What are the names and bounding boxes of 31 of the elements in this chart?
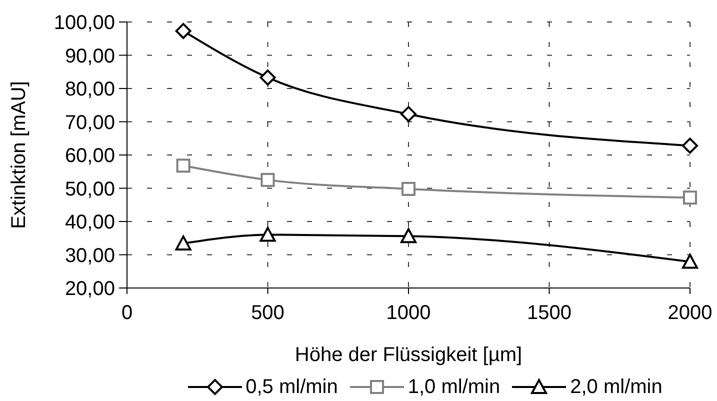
y-tick-label: 70,00 — [64, 112, 115, 134]
legend-label: 1,0 ml/min — [408, 375, 500, 399]
y-axis-title: Extinktion [mAU] — [8, 81, 30, 229]
legend-label: 0,5 ml/min — [246, 375, 338, 399]
x-tick-label: 2000 — [668, 302, 712, 324]
y-tick-label: 100,00 — [54, 12, 115, 34]
x-axis-title: Höhe der Flüssigkeit [µm] — [294, 344, 522, 366]
point — [176, 158, 190, 173]
y-tick-label: 20,00 — [64, 278, 115, 300]
point — [260, 226, 276, 242]
point — [175, 22, 192, 39]
x-tick-label: 500 — [251, 302, 284, 324]
x-tick-label: 0 — [121, 302, 133, 324]
point — [402, 182, 416, 196]
point — [683, 190, 697, 205]
point — [260, 70, 276, 86]
point — [175, 235, 192, 250]
point — [260, 172, 275, 187]
point — [682, 138, 698, 154]
point — [682, 254, 698, 269]
y-tick-label: 50,00 — [64, 178, 115, 200]
point — [400, 228, 416, 244]
y-tick-label: 90,00 — [64, 45, 115, 68]
y-tick-label: 60,00 — [64, 145, 115, 168]
legend-label: 2,0 ml/min — [570, 375, 662, 399]
y-tick-label: 40,00 — [64, 212, 115, 234]
y-tick-label: 80,00 — [64, 78, 115, 101]
x-tick-label: 1000 — [386, 302, 431, 324]
point — [400, 106, 416, 122]
x-tick-label: 1500 — [527, 302, 572, 324]
y-tick-label: 30,00 — [64, 244, 115, 267]
